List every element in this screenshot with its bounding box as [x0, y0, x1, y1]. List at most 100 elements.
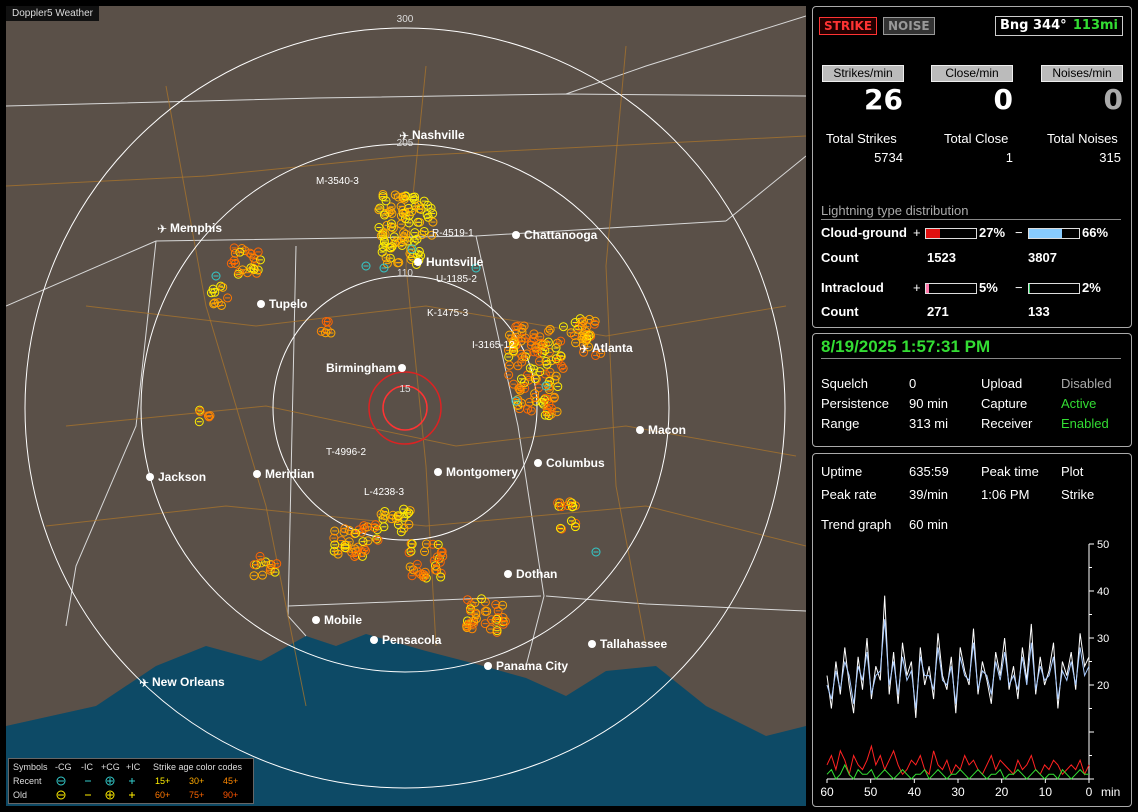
state-border: [65, 240, 157, 627]
plot-value[interactable]: Strike: [1061, 487, 1095, 502]
city-memphis[interactable]: ✈ Memphis: [157, 221, 222, 236]
strike-mark: [399, 504, 409, 514]
storm-cell-label[interactable]: T-4996-2: [326, 447, 366, 458]
strike-mark: [330, 540, 340, 550]
strike-mark: [323, 317, 333, 327]
strike-mark: [465, 606, 475, 616]
strike-mark: [485, 624, 495, 634]
city-tupelo[interactable]: Tupelo: [257, 297, 307, 311]
cg-positive-percent: 27%: [979, 225, 1006, 240]
state-border: [545, 595, 806, 612]
status-k-1: Persistence: [821, 396, 889, 411]
ic-negative-percent: 2%: [1082, 280, 1101, 295]
strike-mark: [414, 204, 424, 214]
ic-positive-count: 271: [927, 304, 949, 319]
legend-age-header: Strike age color codes: [153, 762, 243, 772]
state-border: [565, 15, 806, 95]
city-dot-icon: [370, 636, 378, 644]
strike-mark: [401, 229, 411, 239]
status-k-2: Range: [821, 416, 860, 431]
status-v2-2[interactable]: Enabled: [1061, 416, 1109, 431]
strike-mark: [329, 533, 339, 543]
recent-strike-mark: [379, 263, 389, 273]
road: [6, 135, 806, 187]
city-dot-icon: [253, 470, 261, 478]
city-mobile[interactable]: Mobile: [312, 613, 362, 627]
city-birmingham[interactable]: Birmingham: [326, 361, 406, 375]
strike-mark: [569, 331, 579, 341]
strike-mark: [514, 383, 524, 393]
city-dothan[interactable]: Dothan: [504, 567, 557, 581]
city-dot-icon: [636, 426, 644, 434]
strike-mark: [540, 369, 550, 379]
close-range-ring: [368, 371, 442, 445]
trend-series-3: [826, 763, 1089, 780]
storm-cell-label[interactable]: M-3540-3: [316, 176, 359, 187]
strike-mark: [480, 619, 490, 629]
y-tick-label: 30: [1097, 633, 1109, 645]
strike-mark: [545, 324, 555, 334]
strike-mark: [539, 395, 549, 405]
strike-mark: [571, 338, 581, 348]
strike-mark: [487, 615, 497, 625]
city-chattanooga[interactable]: Chattanooga: [512, 228, 598, 242]
strike-mark: [404, 519, 414, 529]
strike-mark: [407, 539, 417, 549]
strike-mark: [218, 282, 228, 292]
storm-cell-label[interactable]: I-3165-12: [472, 340, 515, 351]
strike-mark: [377, 247, 387, 257]
city-montgomery[interactable]: Montgomery: [434, 465, 518, 479]
city-pensacola[interactable]: Pensacola: [370, 633, 442, 647]
city-atlanta[interactable]: ✈ Atlanta: [579, 341, 633, 356]
status-v2-0[interactable]: Disabled: [1061, 376, 1112, 391]
strike-mark: [551, 343, 561, 353]
storm-cell-label[interactable]: L-4238-3: [364, 487, 404, 498]
city-dot-icon: [434, 468, 442, 476]
strike-mark: [535, 356, 545, 366]
city-dot-icon: [534, 459, 542, 467]
y-tick-label: 50: [1097, 539, 1109, 551]
strike-mark: [378, 192, 388, 202]
city-label: Meridian: [265, 467, 314, 481]
city-meridian[interactable]: Meridian: [253, 467, 314, 481]
strike-mode-button[interactable]: STRIKE: [819, 17, 878, 35]
city-new-orleans[interactable]: ✈ New Orleans: [139, 675, 225, 690]
legend-recent-neg-cg-icon: [56, 776, 66, 786]
status-k2-0: Upload: [981, 376, 1023, 391]
range-label: 110: [397, 268, 413, 279]
noises-per-min-label[interactable]: Noises/min: [1041, 65, 1123, 82]
storm-cell-label[interactable]: R-4519-1: [432, 228, 474, 239]
strike-mark: [373, 535, 383, 545]
strike-mark: [477, 594, 487, 604]
legend-old-label: Old: [13, 790, 28, 800]
strike-mark: [430, 565, 440, 575]
y-tick-label: 20: [1097, 680, 1109, 692]
city-dot-icon: [398, 364, 406, 372]
legend-type-neg-ic: -IC: [81, 762, 93, 772]
lightning-map[interactable]: 300 205 110 15 ✈ Nashville ✈ Memphis Chattanooga…: [6, 6, 806, 806]
city-huntsville[interactable]: Huntsville: [414, 255, 484, 269]
total-strikes-label: Total Strikes: [826, 131, 897, 146]
city-dot-icon: [504, 570, 512, 578]
storm-cell-label[interactable]: U-1185-2: [436, 274, 477, 285]
strikes-per-min-label[interactable]: Strikes/min: [822, 65, 904, 82]
strike-mark: [210, 287, 220, 297]
city-nashville[interactable]: ✈ Nashville: [399, 128, 465, 143]
city-jackson[interactable]: Jackson: [146, 470, 206, 484]
city-tallahassee[interactable]: Tallahassee: [588, 637, 667, 651]
noise-mode-button[interactable]: NOISE: [883, 17, 935, 35]
strike-mark: [557, 524, 567, 534]
x-tick-label: 40: [908, 785, 922, 799]
x-tick-label: 50: [864, 785, 878, 799]
airport-icon: ✈: [399, 129, 409, 143]
strike-mark: [526, 340, 536, 350]
close-per-min-label[interactable]: Close/min: [931, 65, 1013, 82]
status-v2-1[interactable]: Active: [1061, 396, 1097, 411]
legend-type-pos-ic: +IC: [126, 762, 141, 772]
strike-mark: [410, 228, 420, 238]
city-panama-city[interactable]: Panama City: [484, 659, 568, 673]
city-columbus[interactable]: Columbus: [534, 456, 605, 470]
storm-cell-label[interactable]: K-1475-3: [427, 308, 469, 319]
city-macon[interactable]: Macon: [636, 423, 686, 437]
